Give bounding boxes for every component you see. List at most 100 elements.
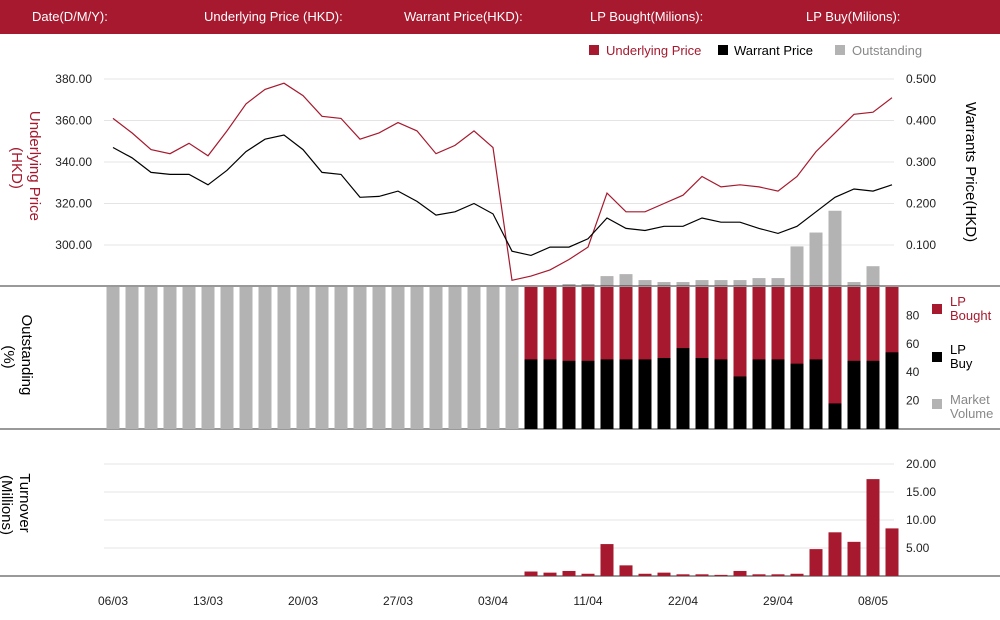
lp-buy-bar [695, 358, 709, 429]
outstanding-bar [163, 287, 177, 429]
turnover-bar [524, 571, 538, 576]
outstanding-bar [220, 287, 234, 429]
outstanding-bar [315, 287, 329, 429]
outstanding-top-bar [600, 276, 614, 286]
outstanding-y-tick: 80 [906, 308, 920, 322]
x-tick-label: 22/04 [668, 594, 698, 608]
outstanding-bar [182, 287, 196, 429]
turnover-bar [543, 572, 557, 576]
legend-lp-bought-swatch [932, 304, 942, 314]
lp-buy-bar [790, 363, 804, 429]
legend-warrant-label: Warrant Price [734, 43, 813, 58]
turnover-axis-title: Turnover (Millions) [0, 473, 33, 537]
turnover-bar [562, 570, 576, 576]
lp-buy-bar [714, 359, 728, 429]
turnover-bar [657, 572, 671, 576]
underlying-price-label: Underlying Price (HKD): [204, 9, 343, 24]
x-tick-label: 03/04 [478, 594, 508, 608]
outstanding-top-bar [657, 282, 671, 286]
turnover-bar [866, 479, 880, 576]
warrant-y-tick: 0.500 [906, 72, 936, 86]
outstanding-top-bar [771, 278, 785, 286]
outstanding-bar [125, 287, 139, 429]
x-tick-label: 27/03 [383, 594, 413, 608]
turnover-bar [600, 544, 614, 576]
turnover-y-tick: 5.00 [906, 541, 930, 555]
outstanding-bar [296, 287, 310, 429]
turnover-bar [638, 573, 652, 576]
x-tick-label: 11/04 [573, 594, 602, 608]
outstanding-bar [391, 287, 405, 429]
outstanding-top-bar [619, 274, 633, 286]
outstanding-top-bar [809, 232, 823, 286]
turnover-bar [828, 532, 842, 576]
underlying-price-line [112, 82, 893, 282]
turnover-bar [676, 574, 690, 576]
legend-market-volume-swatch [932, 399, 942, 409]
turnover-bar [619, 565, 633, 576]
legend-lp-buy-label: LP Buy [950, 342, 973, 371]
outstanding-top-bar [562, 284, 576, 286]
lp-buy-bar [524, 359, 538, 429]
outstanding-bar [353, 287, 367, 429]
outstanding-bar [467, 287, 481, 429]
outstanding-top-bar [790, 246, 804, 286]
outstanding-top-bar [733, 280, 747, 286]
date-label: Date(D/M/Y): [32, 9, 108, 24]
lp-buy-bar [828, 403, 842, 429]
lp-buy-bar [847, 360, 861, 429]
turnover-y-tick: 20.00 [906, 457, 936, 471]
outstanding-bar [144, 287, 158, 429]
lp-buy-bar [638, 359, 652, 429]
lp-buy-bar [885, 352, 899, 429]
outstanding-y-tick: 40 [906, 365, 920, 379]
outstanding-bar [106, 287, 120, 429]
legend-market-volume-label: Market Volume [950, 392, 993, 421]
outstanding-top-bar [676, 282, 690, 286]
warrant-axis-title: Warrants Price(HKD) [962, 102, 979, 242]
outstanding-bar [486, 287, 500, 429]
lp-buy-bar [657, 358, 671, 429]
outstanding-bar [201, 287, 215, 429]
underlying-y-tick: 300.00 [55, 238, 92, 252]
lp-buy-label: LP Buy(Milions): [806, 9, 901, 24]
outstanding-top-bar [581, 284, 595, 286]
outstanding-bar [429, 287, 443, 429]
underlying-y-tick: 320.00 [55, 197, 92, 211]
legend-lp-buy-swatch [932, 352, 942, 362]
legend-warrant-swatch [718, 45, 728, 55]
outstanding-top-bar [695, 280, 709, 286]
underlying-axis-title-line2: (HKD) [8, 147, 25, 189]
warrant-y-tick: 0.200 [906, 197, 936, 211]
outstanding-bar [277, 287, 291, 429]
underlying-y-tick: 340.00 [55, 155, 92, 169]
outstanding-top-bar [752, 278, 766, 286]
lp-buy-bar [600, 359, 614, 429]
legend-underlying-swatch [589, 45, 599, 55]
lp-buy-bar [676, 348, 690, 429]
turnover-bar [790, 573, 804, 576]
turnover-bar [733, 570, 747, 576]
x-tick-label: 06/03 [98, 594, 128, 608]
legend-lp-bought-label: LP Bought [950, 294, 992, 323]
underlying-y-tick: 380.00 [55, 72, 92, 86]
outstanding-top-bar [847, 282, 861, 286]
warrant-y-tick: 0.400 [906, 114, 936, 128]
lp-buy-bar [733, 376, 747, 429]
lp-bought-bar [828, 287, 842, 429]
warrant-y-tick: 0.100 [906, 238, 936, 252]
turnover-bar [885, 528, 899, 576]
lp-buy-bar [619, 359, 633, 429]
outstanding-bar [410, 287, 424, 429]
x-tick-label: 13/03 [193, 594, 223, 608]
legend-outstanding-swatch [835, 45, 845, 55]
outstanding-top-bar [828, 210, 842, 286]
turnover-bar [581, 573, 595, 576]
outstanding-top-bar [866, 266, 880, 286]
lp-buy-bar [809, 359, 823, 429]
lp-buy-bar [562, 360, 576, 429]
outstanding-bar [505, 287, 519, 429]
outstanding-bar [448, 287, 462, 429]
outstanding-bar [239, 287, 253, 429]
